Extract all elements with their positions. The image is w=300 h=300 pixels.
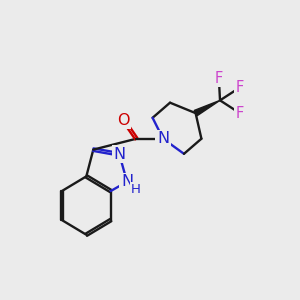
Text: N: N [121,174,133,189]
Text: F: F [236,106,244,121]
Text: N: N [157,131,169,146]
Polygon shape [194,100,220,116]
Text: H: H [131,183,141,196]
Text: F: F [236,80,244,95]
Text: N: N [113,147,125,162]
Text: O: O [117,112,130,128]
Text: F: F [215,71,223,86]
